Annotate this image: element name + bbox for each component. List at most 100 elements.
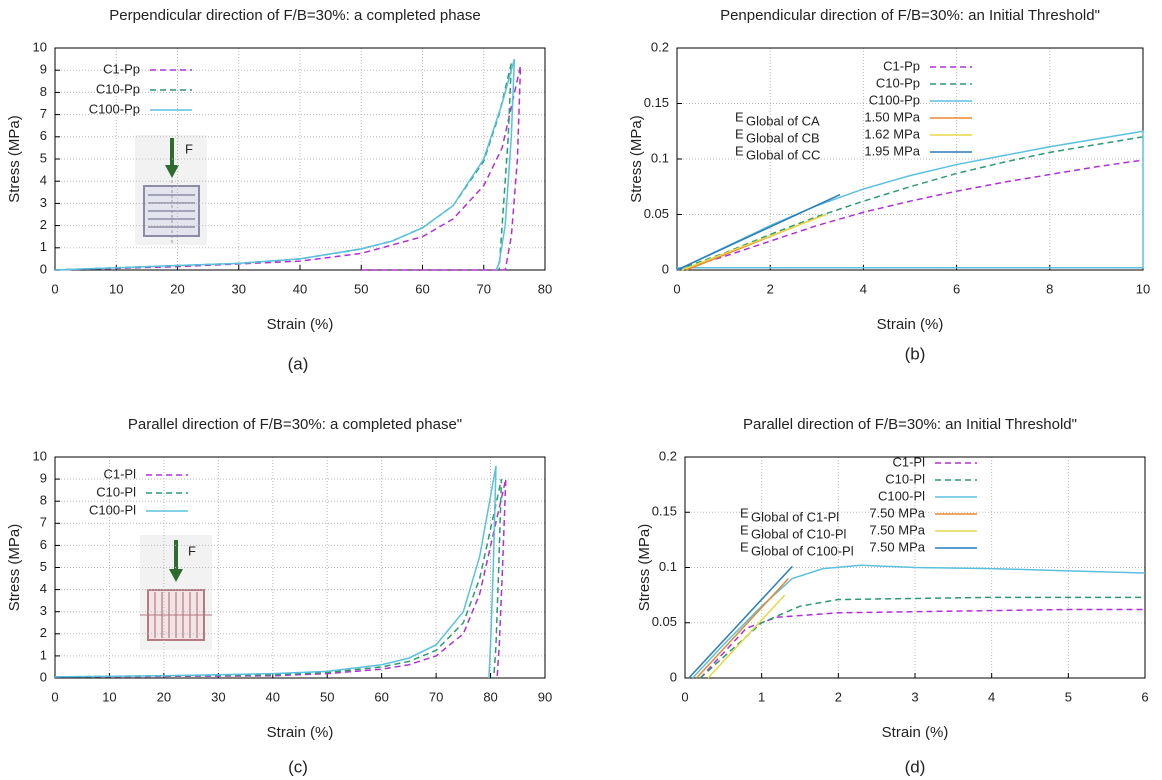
y-tick-label: 9	[40, 62, 47, 77]
legend-label: 7.50 MPa	[869, 505, 925, 520]
x-tick-label: 70	[429, 689, 443, 704]
y-axis-label: Stress (MPa)	[628, 115, 645, 203]
legend-label: C10-Pl	[96, 484, 136, 499]
x-tick-label: 30	[211, 689, 225, 704]
y-tick-label: 6	[40, 128, 47, 143]
legend-label: C100-Pl	[878, 488, 925, 503]
x-tick-label: 8	[1046, 281, 1053, 296]
caption: (c)	[288, 757, 308, 776]
e-symbol: E	[740, 522, 749, 537]
data-line	[707, 594, 786, 679]
x-tick-label: 6	[953, 281, 960, 296]
y-tick-label: 4	[40, 581, 47, 596]
legend-label: 7.50 MPa	[869, 522, 925, 537]
legend-label: 1.95 MPa	[864, 143, 920, 158]
y-tick-label: 6	[40, 537, 47, 552]
x-tick-label: 20	[170, 281, 184, 296]
x-tick-label: 80	[483, 689, 497, 704]
legend-label: C1-Pp	[883, 58, 920, 73]
e-symbol: E	[740, 539, 749, 554]
e-symbol: E	[735, 126, 744, 141]
y-tick-label: 2	[40, 625, 47, 640]
chart-title: Penpendicular direction of F/B=30%: an I…	[720, 7, 1100, 24]
y-tick-label: 0	[670, 669, 677, 684]
x-tick-label: 4	[860, 281, 867, 296]
x-axis-label: Strain (%)	[267, 316, 334, 333]
data-line	[681, 213, 827, 271]
x-tick-label: 6	[1141, 689, 1148, 704]
x-tick-label: 0	[51, 281, 58, 296]
y-tick-label: 9	[40, 471, 47, 486]
y-tick-label: 8	[40, 493, 47, 508]
data-line	[54, 58, 516, 271]
x-tick-label: 70	[477, 281, 491, 296]
x-tick-label: 0	[681, 689, 688, 704]
y-tick-label: 0	[662, 261, 669, 276]
legend-label: C100-Pp	[89, 101, 140, 116]
x-tick-label: 2	[835, 689, 842, 704]
y-tick-label: 0.2	[651, 39, 669, 54]
y-tick-label: 5	[40, 150, 47, 165]
y-tick-label: 0.15	[644, 95, 669, 110]
y-tick-label: 3	[40, 195, 47, 210]
y-tick-label: 2	[40, 217, 47, 232]
e-symbol: E	[740, 505, 749, 520]
y-tick-label: 0.05	[644, 206, 669, 221]
legend-label: C10-Pp	[96, 81, 140, 96]
x-tick-label: 80	[538, 281, 552, 296]
y-tick-label: 8	[40, 84, 47, 99]
y-tick-label: 1	[40, 647, 47, 662]
caption: (a)	[288, 354, 309, 373]
inset-c: F	[140, 535, 212, 650]
chart-title: Perpendicular direction of F/B=30%: a co…	[109, 7, 480, 24]
x-tick-label: 2	[767, 281, 774, 296]
y-tick-label: 10	[33, 39, 47, 54]
plot-frame	[54, 47, 546, 271]
data-line	[676, 159, 1144, 271]
data-line	[699, 596, 1145, 679]
data-line	[54, 65, 522, 271]
chart-title: Parallel direction of F/B=30%: a complet…	[128, 416, 462, 433]
data-line	[695, 578, 790, 679]
data-line	[54, 478, 507, 679]
legend-label: 1.62 MPa	[864, 126, 920, 141]
data-line	[54, 465, 497, 679]
y-tick-label: 4	[40, 173, 47, 188]
y-tick-label: 1	[40, 239, 47, 254]
x-tick-label: 4	[988, 689, 995, 704]
x-tick-label: 3	[911, 689, 918, 704]
x-axis-label: Strain (%)	[877, 316, 944, 333]
y-tick-label: 10	[33, 448, 47, 463]
y-tick-label: 0.15	[652, 504, 677, 519]
inset-a: F	[135, 135, 207, 245]
x-tick-label: 40	[266, 689, 280, 704]
x-tick-label: 10	[1136, 281, 1150, 296]
x-tick-label: 10	[102, 689, 116, 704]
legend-label: C10-Pl	[885, 471, 925, 486]
e-subscript: Global of C1-Pl	[751, 509, 839, 524]
data-line	[688, 565, 793, 679]
data-line	[699, 608, 1145, 679]
legend-label: C10-Pp	[876, 75, 920, 90]
y-tick-label: 5	[40, 559, 47, 574]
e-symbol: E	[735, 109, 744, 124]
y-axis-label: Stress (MPa)	[636, 524, 653, 612]
y-tick-label: 0.1	[651, 150, 669, 165]
legend-label: 7.50 MPa	[869, 539, 925, 554]
x-tick-label: 30	[232, 281, 246, 296]
y-tick-label: 0	[40, 669, 47, 684]
data-line	[676, 130, 1144, 271]
y-tick-label: 3	[40, 603, 47, 618]
caption: (d)	[905, 757, 926, 776]
caption: (b)	[905, 344, 926, 363]
x-tick-label: 20	[157, 689, 171, 704]
legend-label: C1-Pp	[103, 61, 140, 76]
force-arrow-head	[169, 569, 183, 582]
y-tick-label: 0	[40, 261, 47, 276]
inset-label: F	[188, 543, 196, 558]
y-tick-label: 0.1	[659, 559, 677, 574]
e-symbol: E	[735, 143, 744, 158]
force-arrow-head	[165, 165, 179, 178]
legend-label: 1.50 MPa	[864, 109, 920, 124]
